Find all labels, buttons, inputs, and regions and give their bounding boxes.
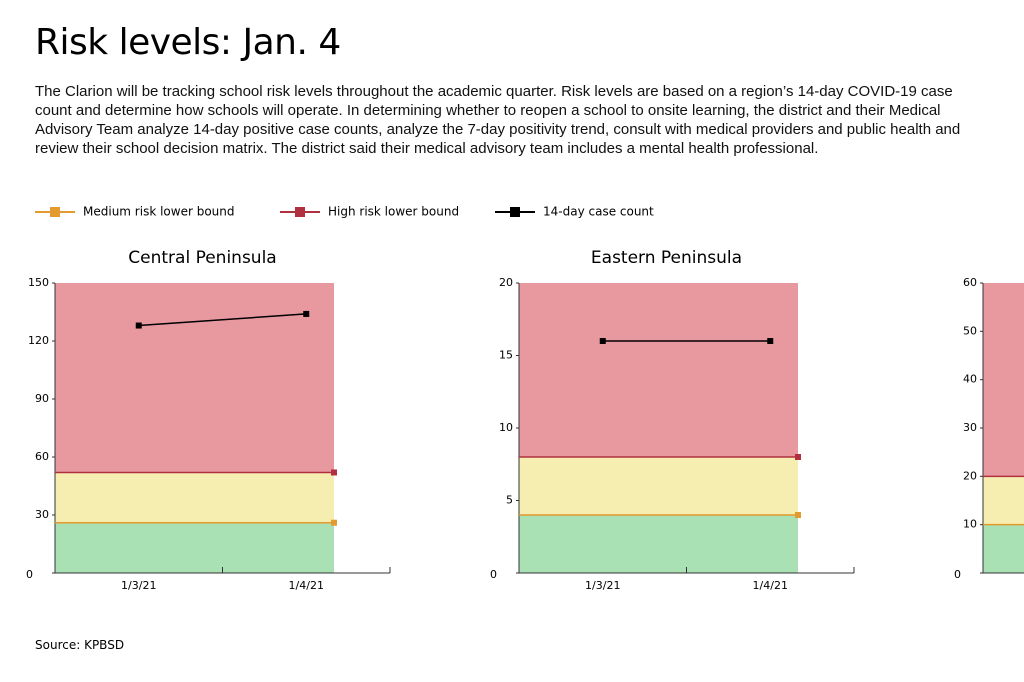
- source: Source: KPBSD: [35, 638, 125, 652]
- legend-marker: [295, 207, 305, 217]
- legend-marker: [510, 207, 520, 217]
- band-low: [55, 522, 334, 573]
- band-high: [519, 283, 798, 457]
- band-medium: [55, 472, 334, 523]
- case-line: [138, 313, 307, 327]
- x-tick-label: 1/4/21: [753, 579, 788, 592]
- y-tick-label: 0: [954, 568, 961, 581]
- x-tick-label: 1/3/21: [585, 579, 620, 592]
- bound-marker: [331, 469, 337, 476]
- legend-label: Medium risk lower bound: [83, 205, 235, 219]
- intro-text: The Clarion will be tracking school risk…: [35, 83, 961, 157]
- band-low: [983, 524, 1024, 573]
- y-tick-label: 50: [963, 324, 977, 337]
- bound-marker: [331, 519, 337, 526]
- case-marker: [303, 310, 310, 317]
- y-tick-label: 40: [963, 373, 977, 386]
- y-tick-label: 150: [28, 276, 49, 289]
- bound-marker: [795, 454, 801, 460]
- case-marker: [135, 322, 142, 329]
- y-tick-label: 60: [35, 450, 49, 463]
- page-title: Risk levels: Jan. 4: [35, 22, 341, 63]
- case-marker: [767, 338, 774, 344]
- y-tick-label: 10: [963, 518, 977, 531]
- band-medium: [983, 476, 1024, 525]
- legend-marker: [50, 207, 60, 217]
- y-tick-label: 10: [499, 421, 513, 434]
- band-low: [519, 515, 798, 573]
- legend-label: 14-day case count: [543, 205, 654, 219]
- bound-marker: [795, 512, 801, 518]
- chart-title: Eastern Peninsula: [591, 248, 742, 268]
- y-tick-label: 0: [26, 568, 33, 581]
- y-tick-label: 30: [35, 508, 49, 521]
- case-marker: [599, 338, 606, 344]
- y-tick-label: 20: [963, 469, 977, 482]
- y-tick-label: 120: [28, 334, 49, 347]
- y-tick-label: 60: [963, 276, 977, 289]
- y-tick-label: 15: [499, 349, 513, 362]
- y-tick-label: 90: [35, 392, 49, 405]
- x-tick-label: 1/3/21: [121, 579, 156, 592]
- band-high: [983, 283, 1024, 477]
- y-tick-label: 20: [499, 276, 513, 289]
- y-tick-label: 5: [506, 494, 513, 507]
- y-tick-label: 30: [963, 421, 977, 434]
- y-tick-label: 0: [490, 568, 497, 581]
- band-medium: [519, 457, 798, 515]
- band-high: [55, 283, 334, 473]
- legend-label: High risk lower bound: [328, 205, 459, 219]
- x-tick-label: 1/4/21: [289, 579, 324, 592]
- chart-title: Central Peninsula: [128, 248, 276, 268]
